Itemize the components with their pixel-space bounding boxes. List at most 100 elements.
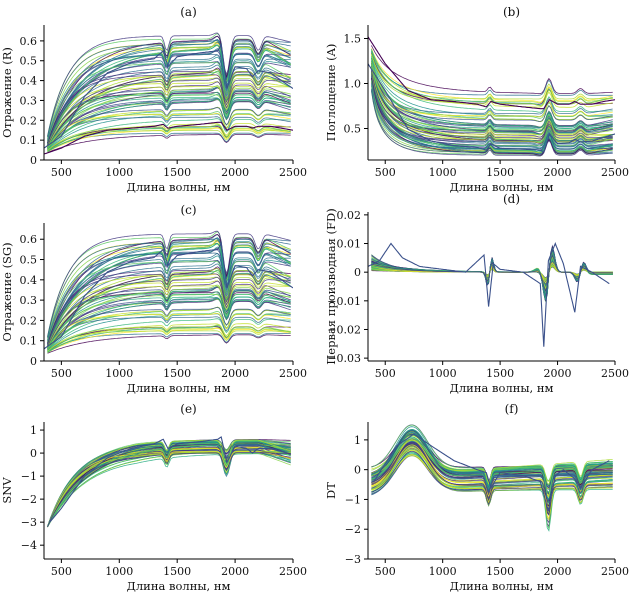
spectrum-line — [47, 124, 291, 151]
spectrum-line — [371, 71, 613, 136]
y-tick-label: 0.1 — [20, 134, 38, 147]
spectrum-line — [371, 73, 613, 132]
spectrum-line — [47, 91, 291, 145]
x-tick-label: 1000 — [429, 166, 457, 179]
spectrum-line — [47, 452, 291, 528]
spectrum-line — [371, 53, 613, 100]
series-group-b — [368, 36, 615, 157]
representative-spectrum — [368, 36, 615, 110]
spectrum-line — [371, 85, 613, 153]
x-tick-label: 2500 — [279, 367, 307, 380]
y-tick-label: −3 — [21, 516, 37, 529]
series-group-e — [47, 436, 291, 528]
spectrum-line — [47, 449, 291, 528]
x-tick-label: 1500 — [163, 565, 191, 578]
spectrum-line — [371, 49, 613, 108]
spectrum-line — [47, 259, 291, 346]
spectrum-line — [47, 253, 291, 345]
spectrum-line — [47, 70, 291, 149]
y-tick-label: 0.6 — [20, 233, 38, 246]
y-tick-label: −1 — [21, 470, 37, 483]
spectrum-line — [47, 237, 291, 338]
spectrum-line — [47, 330, 291, 352]
y-tick-label: 0.1 — [20, 335, 38, 348]
x-axis-title: Длина волны, нм — [450, 180, 554, 194]
spectrum-line — [371, 70, 613, 140]
representative-spectrum — [368, 242, 610, 347]
y-tick-label: 0.02 — [337, 209, 362, 222]
y-tick-label: 1.5 — [344, 33, 362, 46]
panel-a: 500 1000 1500 2000 2500 0 0.1 0.2 0.3 0.4 0.5 0.6 (a… — [0, 5, 307, 194]
x-tick-label: 2500 — [279, 166, 307, 179]
spectrum-line — [47, 280, 291, 346]
spectrum-line — [371, 48, 613, 103]
x-axis-title: Длина волны, нм — [450, 381, 554, 395]
y-axis-title: Поглощение (A) — [324, 44, 338, 142]
y-tick-label: 0 — [354, 464, 361, 477]
panel-title: (c) — [180, 203, 196, 217]
spectrum-line — [47, 273, 291, 344]
x-tick-label: 500 — [375, 367, 396, 380]
spectrum-line — [47, 130, 291, 152]
series-group-a — [44, 32, 293, 155]
y-axis-title: Отражение (SG) — [0, 242, 14, 341]
spectrum-line — [47, 452, 291, 528]
spectrum-line — [47, 260, 291, 343]
panel-title: (a) — [180, 5, 197, 19]
spectrum-line — [371, 442, 613, 516]
representative-spectrum — [373, 433, 610, 512]
y-tick-label: 0.2 — [20, 114, 38, 127]
spectrum-line — [371, 448, 613, 521]
y-axis-title: Первая производная (FD) — [324, 208, 338, 364]
y-tick-label: 0.3 — [20, 94, 38, 107]
spectrum-line — [47, 453, 291, 528]
spectrum-line — [47, 74, 291, 143]
spectrum-line — [47, 324, 291, 352]
y-tick-label: 0.5 — [20, 55, 38, 68]
x-tick-label: 500 — [51, 367, 72, 380]
spectrum-line — [371, 61, 613, 136]
panel-b: 500 1000 1500 2000 2500 0.5 1.0 1.5 (b) Длина вол… — [324, 5, 629, 194]
spectrum-line — [371, 64, 613, 118]
spectrum-line — [47, 291, 291, 346]
spectrum-line — [47, 61, 291, 142]
x-tick-label: 1000 — [105, 166, 133, 179]
spectrum-line — [371, 454, 613, 509]
spectrum-line — [47, 32, 291, 137]
spectrum-line — [47, 113, 291, 149]
x-axis-title: Длина волны, нм — [127, 381, 231, 395]
spectrum-line — [47, 54, 291, 141]
spectrum-line — [47, 107, 291, 149]
y-tick-label: −0.02 — [327, 323, 361, 336]
panel-title: (b) — [503, 5, 520, 19]
spectrum-line — [371, 73, 613, 138]
x-tick-label: 2500 — [601, 565, 629, 578]
y-tick-label: 0 — [30, 447, 37, 460]
panel-title: (d) — [503, 192, 520, 206]
spectrum-line — [371, 436, 613, 503]
y-tick-label: 0.2 — [20, 314, 38, 327]
panel-f: 500 1000 1500 2000 2500 −3 −2 −1 0 1 (f) Длина волн… — [324, 402, 629, 593]
spectrum-line — [371, 62, 613, 122]
panel-d: 500 1000 1500 2000 2500 −0.03 −0.02 −0.01 0 0.01 0… — [324, 192, 629, 395]
spectrum-line — [47, 285, 291, 349]
spectrum-line — [47, 39, 291, 138]
y-tick-label: −3 — [345, 553, 361, 566]
spectrum-line — [47, 306, 291, 350]
x-tick-label: 1500 — [486, 166, 514, 179]
spectrum-line — [371, 90, 613, 157]
spectrum-line — [47, 116, 291, 149]
spectrum-line — [47, 127, 291, 152]
y-tick-label: 0.3 — [20, 294, 38, 307]
x-tick-label: 2500 — [601, 166, 629, 179]
representative-spectrum — [44, 43, 293, 149]
spectrum-line — [47, 81, 291, 145]
spectrum-line — [371, 61, 613, 115]
spectrum-line — [47, 44, 291, 146]
y-tick-label: −1 — [345, 493, 361, 506]
y-axis-title: DT — [324, 482, 338, 499]
spectrum-line — [47, 85, 291, 149]
y-axis-title: Отражение (R) — [0, 47, 14, 138]
spectrum-line — [371, 65, 613, 135]
x-tick-label: 1000 — [429, 367, 457, 380]
